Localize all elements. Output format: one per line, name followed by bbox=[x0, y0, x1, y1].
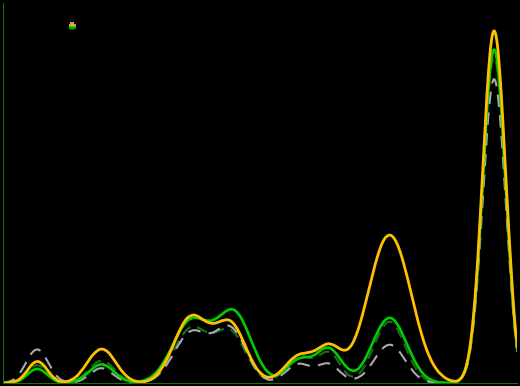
Legend: , , , : , , , bbox=[70, 22, 75, 29]
